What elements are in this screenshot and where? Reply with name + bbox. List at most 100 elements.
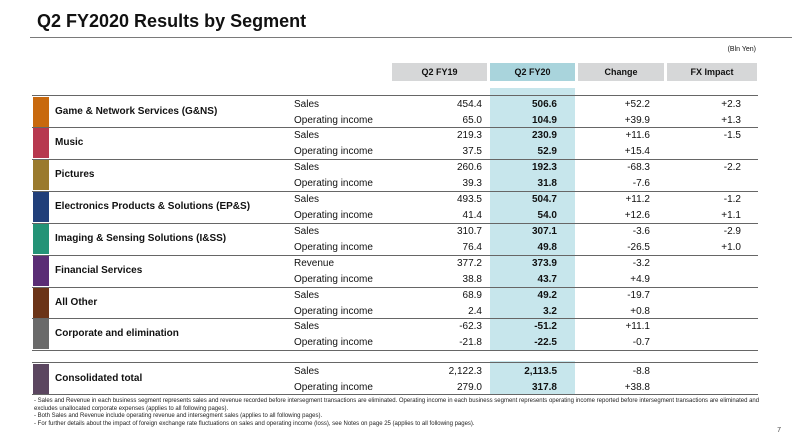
value-change: +52.2: [624, 99, 650, 110]
row-divider: [32, 350, 758, 351]
value-q2-fy20: 52.9: [537, 146, 557, 157]
value-fx-impact: [690, 177, 741, 190]
value-q2-fy20: 43.7: [537, 274, 557, 285]
value-q2-fy20: 192.3: [531, 162, 557, 173]
value-q2-fy19: 2.4: [468, 306, 482, 317]
row-divider: [32, 362, 758, 363]
value-change: +12.6: [624, 210, 650, 221]
row-divider: [32, 127, 758, 128]
metric-label: Sales: [294, 99, 320, 110]
value-change: -8.8: [632, 366, 650, 377]
value-q2-fy20: 104.9: [531, 115, 557, 126]
row-divider: [32, 191, 758, 192]
row-divider: [32, 223, 758, 224]
q2-fy20-column-highlight: [490, 88, 575, 350]
metric-label: Sales: [294, 366, 320, 377]
metric-label: Operating income: [294, 146, 373, 157]
value-q2-fy19: 260.6: [456, 162, 482, 173]
value-q2-fy20: -22.5: [534, 337, 557, 348]
value-q2-fy20: 307.1: [531, 226, 557, 237]
value-fx-impact: [690, 381, 741, 394]
header-q2-fy20: Q2 FY20: [490, 63, 575, 81]
segment-color-swatch: [33, 160, 49, 190]
metric-label: Revenue: [294, 258, 335, 269]
units-label: (Bln Yen): [727, 46, 756, 53]
value-q2-fy20: 3.2: [543, 306, 557, 317]
value-q2-fy19: -62.3: [459, 321, 482, 332]
metric-label: Operating income: [294, 337, 373, 348]
value-fx-impact: -2.9: [723, 226, 741, 237]
value-change: -0.7: [632, 337, 650, 348]
segment-color-swatch: [33, 192, 49, 222]
header-fx-impact: FX Impact: [667, 63, 757, 81]
value-change: +11.6: [625, 130, 650, 141]
value-q2-fy20: 49.8: [537, 242, 557, 253]
value-fx-impact: +2.3: [721, 99, 741, 110]
row-divider: [32, 159, 758, 160]
value-fx-impact: -1.2: [723, 194, 741, 205]
value-q2-fy20: 504.7: [531, 194, 557, 205]
page-title: Q2 FY2020 Results by Segment: [37, 11, 307, 31]
value-q2-fy19: 310.7: [456, 226, 482, 237]
value-q2-fy20: 317.8: [531, 382, 557, 393]
metric-label: Operating income: [294, 242, 373, 253]
segment-color-swatch: [33, 256, 49, 286]
segment-name: Consolidated total: [55, 373, 143, 384]
value-q2-fy19: 41.4: [462, 210, 482, 221]
segment-color-swatch: [33, 97, 49, 127]
row-divider: [32, 394, 758, 395]
value-q2-fy19: 279.0: [456, 382, 482, 393]
metric-label: Operating income: [294, 115, 373, 126]
segment-color-swatch: [33, 224, 49, 254]
segment-color-swatch: [33, 288, 49, 318]
value-change: +0.8: [630, 306, 650, 317]
row-divider: [32, 95, 758, 96]
segment-name: Game & Network Services (G&NS): [55, 106, 218, 117]
value-change: +11.2: [625, 194, 650, 205]
value-change: +4.9: [630, 274, 650, 285]
value-q2-fy19: 38.8: [462, 274, 482, 285]
value-change: -26.5: [627, 242, 650, 253]
value-change: +38.8: [624, 382, 650, 393]
segment-color-swatch: [33, 319, 49, 349]
page-number: 7: [777, 427, 781, 434]
value-change: -3.2: [632, 258, 650, 269]
value-q2-fy20: -51.2: [534, 321, 557, 332]
value-q2-fy19: 39.3: [462, 178, 482, 189]
value-fx-impact: [690, 273, 741, 286]
value-fx-impact: [690, 320, 741, 333]
footnote: - Both Sales and Revenue include operati…: [34, 413, 323, 420]
segment-name: Corporate and elimination: [55, 328, 179, 339]
value-fx-impact: +1.1: [721, 210, 741, 221]
segment-name: Electronics Products & Solutions (EP&S): [55, 201, 251, 212]
metric-label: Operating income: [294, 178, 373, 189]
segment-name: Financial Services: [55, 265, 143, 276]
metric-label: Sales: [294, 162, 320, 173]
value-q2-fy19: 493.5: [456, 194, 482, 205]
value-fx-impact: [690, 336, 741, 349]
value-q2-fy19: -21.8: [459, 337, 482, 348]
value-q2-fy19: 76.4: [462, 242, 482, 253]
segment-name: All Other: [55, 297, 98, 308]
value-q2-fy20: 373.9: [531, 258, 557, 269]
metric-label: Operating income: [294, 306, 373, 317]
segment-color-swatch: [33, 364, 49, 394]
value-fx-impact: [690, 365, 741, 378]
segment-name: Pictures: [55, 169, 95, 180]
metric-label: Sales: [294, 226, 320, 237]
footnotes: - Sales and Revenue in each business seg…: [34, 398, 774, 428]
value-fx-impact: -2.2: [723, 162, 741, 173]
metric-label: Operating income: [294, 210, 373, 221]
value-q2-fy19: 65.0: [462, 115, 482, 126]
metric-label: Sales: [294, 290, 320, 301]
value-q2-fy19: 2,122.3: [448, 366, 482, 377]
value-fx-impact: +1.0: [721, 242, 741, 253]
segment-name: Imaging & Sensing Solutions (I&SS): [55, 233, 227, 244]
q2-fy20-column-highlight: [490, 361, 575, 394]
segment-color-swatch: [33, 128, 49, 158]
value-change: +15.4: [624, 146, 650, 157]
value-change: -7.6: [632, 178, 650, 189]
value-q2-fy20: 506.6: [531, 99, 557, 110]
footnote: - Sales and Revenue in each business seg…: [34, 398, 760, 412]
title-divider: [30, 37, 792, 38]
